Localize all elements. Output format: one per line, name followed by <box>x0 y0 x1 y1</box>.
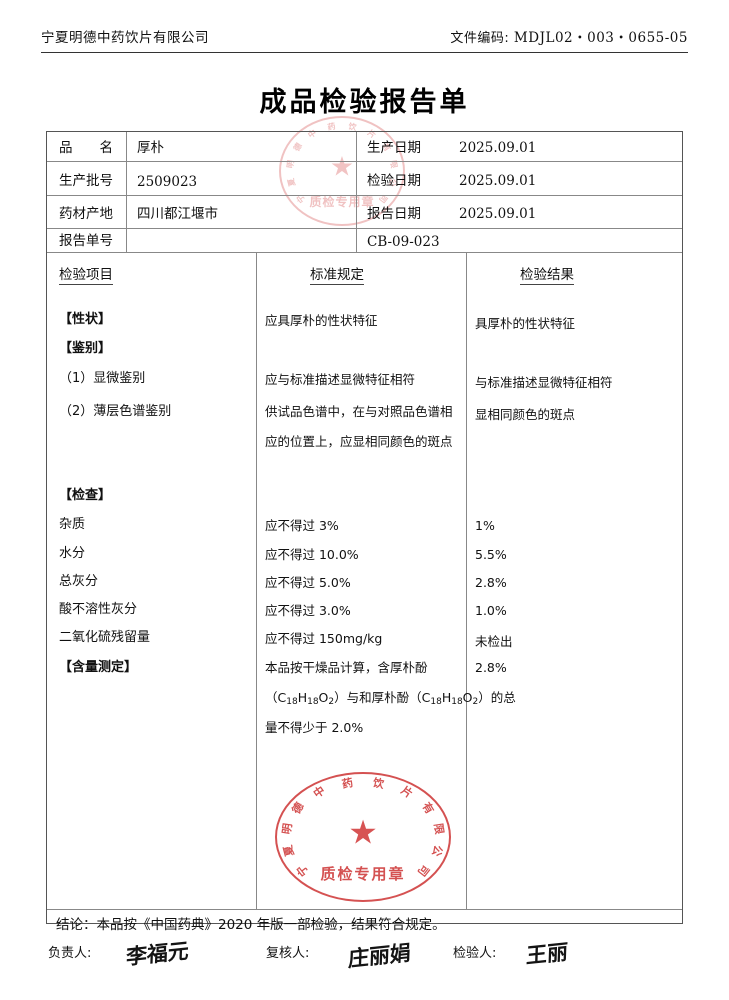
inspector-label: 检验人: <box>453 946 497 961</box>
row-moisture-item: 水分 <box>59 546 86 561</box>
assay-formula-mid: ）与和厚朴酚（C <box>334 690 431 705</box>
row-acid-ash-standard: 应不得过 3.0% <box>265 603 351 618</box>
row-identification-2-standard-line1: 供试品色谱中，在与对照品色谱相 <box>265 404 453 419</box>
row-identification-1-item: （1）显微鉴别 <box>59 371 146 386</box>
document-code-label: 文件编码: <box>450 31 510 46</box>
row-impurity-result: 1% <box>475 518 495 533</box>
row-inspection-head: 【检查】 <box>59 488 112 503</box>
row-divider-3 <box>47 228 682 229</box>
column-header-result: 检验结果 <box>520 263 574 285</box>
row-assay-result: 2.8% <box>475 660 507 675</box>
signature-row: 负责人: 李福元 复核人: 庄丽娟 检验人: 王丽 <box>48 938 688 993</box>
page-title: 成品检验报告单 <box>259 87 470 118</box>
report-table: 品 名 厚朴 生产日期 2025.09.01 生产批号 2509023 检验日期… <box>46 131 683 924</box>
report-no-label: 报告单号 <box>59 233 113 249</box>
col-divider-report-no <box>356 228 357 252</box>
row-divider-4 <box>47 252 682 253</box>
batch-label: 生产批号 <box>59 173 113 189</box>
col-divider-standard <box>256 252 257 909</box>
assay-formula-o-2: O <box>462 690 473 705</box>
origin-label: 药材产地 <box>59 206 113 222</box>
row-character-item: 【性状】 <box>59 312 112 327</box>
row-identification-2-result: 显相同颜色的斑点 <box>475 407 576 422</box>
assay-formula-sub-6: 2 <box>472 696 479 707</box>
batch-value: 2509023 <box>137 174 198 190</box>
row-character-result: 具厚朴的性状特征 <box>475 316 576 331</box>
row-total-ash-standard: 应不得过 5.0% <box>265 575 351 590</box>
assay-formula-o-1: O <box>318 690 329 705</box>
conclusion-text: 结论：本品按《中国药典》2020 年版一部检验，结果符合规定。 <box>56 917 446 933</box>
row-impurity-standard: 应不得过 3% <box>265 518 339 533</box>
row-moisture-result: 5.5% <box>475 547 507 562</box>
report-date-value: 2025.09.01 <box>459 206 537 222</box>
production-date-label: 生产日期 <box>367 140 421 156</box>
row-acid-ash-item: 酸不溶性灰分 <box>59 602 138 617</box>
reviewer-label: 复核人: <box>266 946 310 961</box>
production-date-value: 2025.09.01 <box>459 140 537 156</box>
document-header: 宁夏明德中药饮片有限公司 文件编码: MDJL02・003・0655-05 <box>41 26 688 46</box>
header-divider <box>41 52 688 53</box>
product-name-value: 厚朴 <box>137 140 164 156</box>
report-date-label: 报告日期 <box>367 206 421 222</box>
assay-formula-open: （C <box>265 690 287 705</box>
document-code-value: MDJL02・003・0655-05 <box>513 30 688 46</box>
row-impurity-item: 杂质 <box>59 517 86 532</box>
row-assay-standard-line2: （C18H18O2）与和厚朴酚（C18H18O2）的总 <box>265 690 516 709</box>
test-date-value: 2025.09.01 <box>459 173 537 189</box>
row-assay-item: 【含量测定】 <box>59 660 138 675</box>
test-date-label: 检验日期 <box>367 173 421 189</box>
row-so2-standard: 应不得过 150mg/kg <box>265 631 383 646</box>
col-divider-info-mid <box>356 132 357 228</box>
column-header-item: 检验项目 <box>59 263 113 285</box>
manager-label: 负责人: <box>48 946 92 961</box>
assay-formula-sub-2: 18 <box>307 696 319 707</box>
row-so2-result: 未检出 <box>475 634 513 649</box>
row-so2-item: 二氧化硫残留量 <box>59 630 151 645</box>
row-assay-standard-line1: 本品按干燥品计算，含厚朴酚 <box>265 660 428 675</box>
row-identification-2-item: （2）薄层色谱鉴别 <box>59 404 172 419</box>
product-name-label: 品 名 <box>59 140 113 156</box>
row-identification-2-standard-line2: 应的位置上，应显相同颜色的斑点 <box>265 434 453 449</box>
assay-formula-h-2: H <box>441 690 452 705</box>
inspector-signature: 王丽 <box>525 938 569 969</box>
row-total-ash-item: 总灰分 <box>59 574 99 589</box>
column-header-standard: 标准规定 <box>310 263 364 285</box>
row-total-ash-result: 2.8% <box>475 575 507 590</box>
row-identification-head: 【鉴别】 <box>59 341 112 356</box>
row-assay-standard-line3: 量不得少于 2.0% <box>265 720 364 735</box>
report-no-value: CB-09-023 <box>367 234 440 250</box>
assay-formula-sub-3: 2 <box>328 696 335 707</box>
col-divider-result <box>466 252 467 909</box>
row-divider-conclusion <box>47 909 682 910</box>
reviewer-signature: 庄丽娟 <box>347 939 412 972</box>
assay-formula-sub-5: 18 <box>451 696 463 707</box>
col-divider-info-left <box>126 132 127 252</box>
assay-formula-close: ）的总 <box>478 690 516 705</box>
company-name: 宁夏明德中药饮片有限公司 <box>41 30 209 46</box>
row-divider-1 <box>47 161 682 162</box>
assay-formula-sub-1: 18 <box>286 696 298 707</box>
row-moisture-standard: 应不得过 10.0% <box>265 547 359 562</box>
row-identification-1-result: 与标准描述显微特征相符 <box>475 375 613 390</box>
row-acid-ash-result: 1.0% <box>475 603 507 618</box>
document-code: 文件编码: MDJL02・003・0655-05 <box>450 26 688 46</box>
row-identification-1-standard: 应与标准描述显微特征相符 <box>265 372 416 387</box>
manager-signature: 李福元 <box>125 937 190 970</box>
row-character-standard: 应具厚朴的性状特征 <box>265 313 378 328</box>
assay-formula-sub-4: 18 <box>430 696 442 707</box>
origin-value: 四川都江堰市 <box>137 206 218 222</box>
assay-formula-h-1: H <box>297 690 308 705</box>
row-divider-2 <box>47 195 682 196</box>
